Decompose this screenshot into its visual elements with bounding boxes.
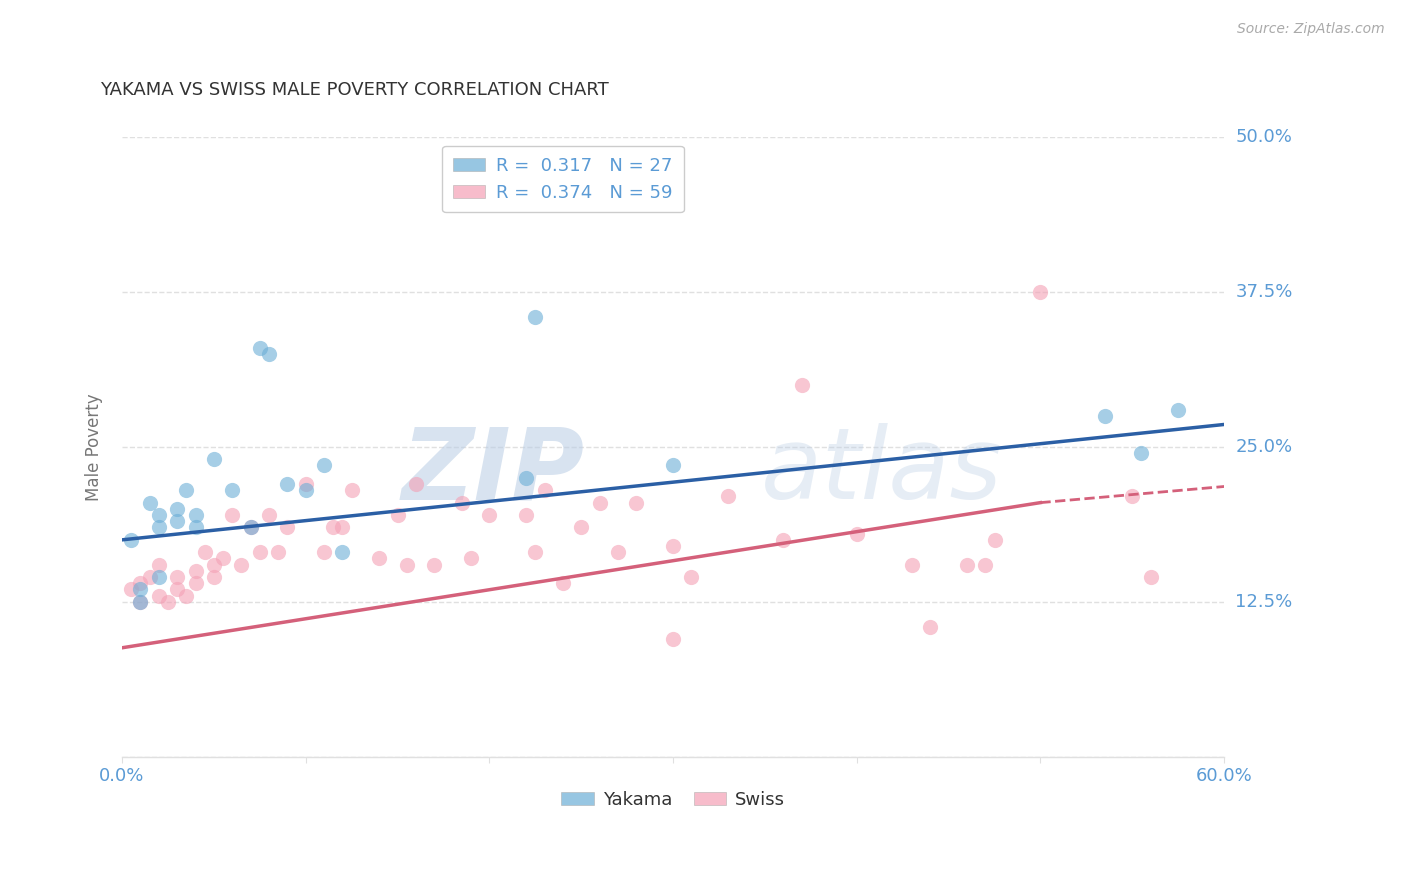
Point	[588, 495, 610, 509]
Point	[138, 495, 160, 509]
Point	[212, 551, 235, 566]
Point	[202, 452, 225, 467]
Point	[176, 483, 198, 498]
Point	[314, 545, 336, 559]
Point	[129, 576, 152, 591]
Point	[1167, 402, 1189, 417]
Point	[332, 520, 354, 534]
Point	[515, 471, 537, 485]
Point	[478, 508, 501, 522]
Point	[524, 310, 547, 324]
Point	[681, 570, 703, 584]
Point	[533, 483, 555, 498]
Point	[450, 495, 472, 509]
Point	[717, 490, 740, 504]
Point	[1139, 570, 1161, 584]
Point	[276, 520, 298, 534]
Y-axis label: Male Poverty: Male Poverty	[86, 393, 103, 500]
Point	[901, 558, 924, 572]
Point	[129, 595, 152, 609]
Point	[1094, 409, 1116, 423]
Point	[340, 483, 363, 498]
Point	[551, 576, 574, 591]
Point	[460, 551, 482, 566]
Point	[184, 508, 207, 522]
Point	[662, 632, 685, 646]
Text: 12.5%: 12.5%	[1236, 593, 1292, 611]
Point	[772, 533, 794, 547]
Point	[387, 508, 409, 522]
Text: YAKAMA VS SWISS MALE POVERTY CORRELATION CHART: YAKAMA VS SWISS MALE POVERTY CORRELATION…	[100, 81, 609, 99]
Point	[184, 564, 207, 578]
Text: ZIP: ZIP	[402, 423, 585, 520]
Text: 25.0%: 25.0%	[1236, 438, 1292, 456]
Point	[294, 483, 316, 498]
Point	[1121, 490, 1143, 504]
Point	[231, 558, 253, 572]
Point	[267, 545, 290, 559]
Point	[405, 477, 427, 491]
Point	[1029, 285, 1052, 299]
Point	[956, 558, 979, 572]
Point	[202, 570, 225, 584]
Point	[423, 558, 446, 572]
Point	[368, 551, 391, 566]
Point	[662, 458, 685, 473]
Point	[166, 582, 188, 597]
Point	[395, 558, 418, 572]
Point	[166, 501, 188, 516]
Point	[138, 570, 160, 584]
Point	[314, 458, 336, 473]
Point	[129, 595, 152, 609]
Point	[332, 545, 354, 559]
Point	[148, 520, 170, 534]
Point	[239, 520, 262, 534]
Point	[184, 576, 207, 591]
Point	[221, 483, 243, 498]
Point	[239, 520, 262, 534]
Text: 50.0%: 50.0%	[1236, 128, 1292, 145]
Point	[322, 520, 344, 534]
Point	[515, 508, 537, 522]
Point	[845, 526, 868, 541]
Point	[983, 533, 1005, 547]
Point	[148, 508, 170, 522]
Point	[249, 545, 271, 559]
Point	[249, 341, 271, 355]
Point	[626, 495, 648, 509]
Point	[790, 377, 813, 392]
Point	[202, 558, 225, 572]
Point	[920, 620, 942, 634]
Point	[148, 570, 170, 584]
Point	[662, 539, 685, 553]
Point	[974, 558, 997, 572]
Point	[120, 582, 142, 597]
Point	[184, 520, 207, 534]
Point	[148, 558, 170, 572]
Point	[156, 595, 179, 609]
Point	[166, 514, 188, 528]
Point	[221, 508, 243, 522]
Point	[166, 570, 188, 584]
Point	[129, 582, 152, 597]
Point	[524, 545, 547, 559]
Point	[257, 347, 280, 361]
Point	[294, 477, 316, 491]
Text: 37.5%: 37.5%	[1236, 283, 1292, 301]
Point	[276, 477, 298, 491]
Point	[607, 545, 630, 559]
Point	[1130, 446, 1153, 460]
Legend: Yakama, Swiss: Yakama, Swiss	[554, 784, 793, 816]
Text: atlas: atlas	[761, 423, 1002, 520]
Point	[194, 545, 217, 559]
Point	[569, 520, 592, 534]
Point	[148, 589, 170, 603]
Point	[120, 533, 142, 547]
Point	[257, 508, 280, 522]
Text: Source: ZipAtlas.com: Source: ZipAtlas.com	[1237, 22, 1385, 37]
Point	[176, 589, 198, 603]
